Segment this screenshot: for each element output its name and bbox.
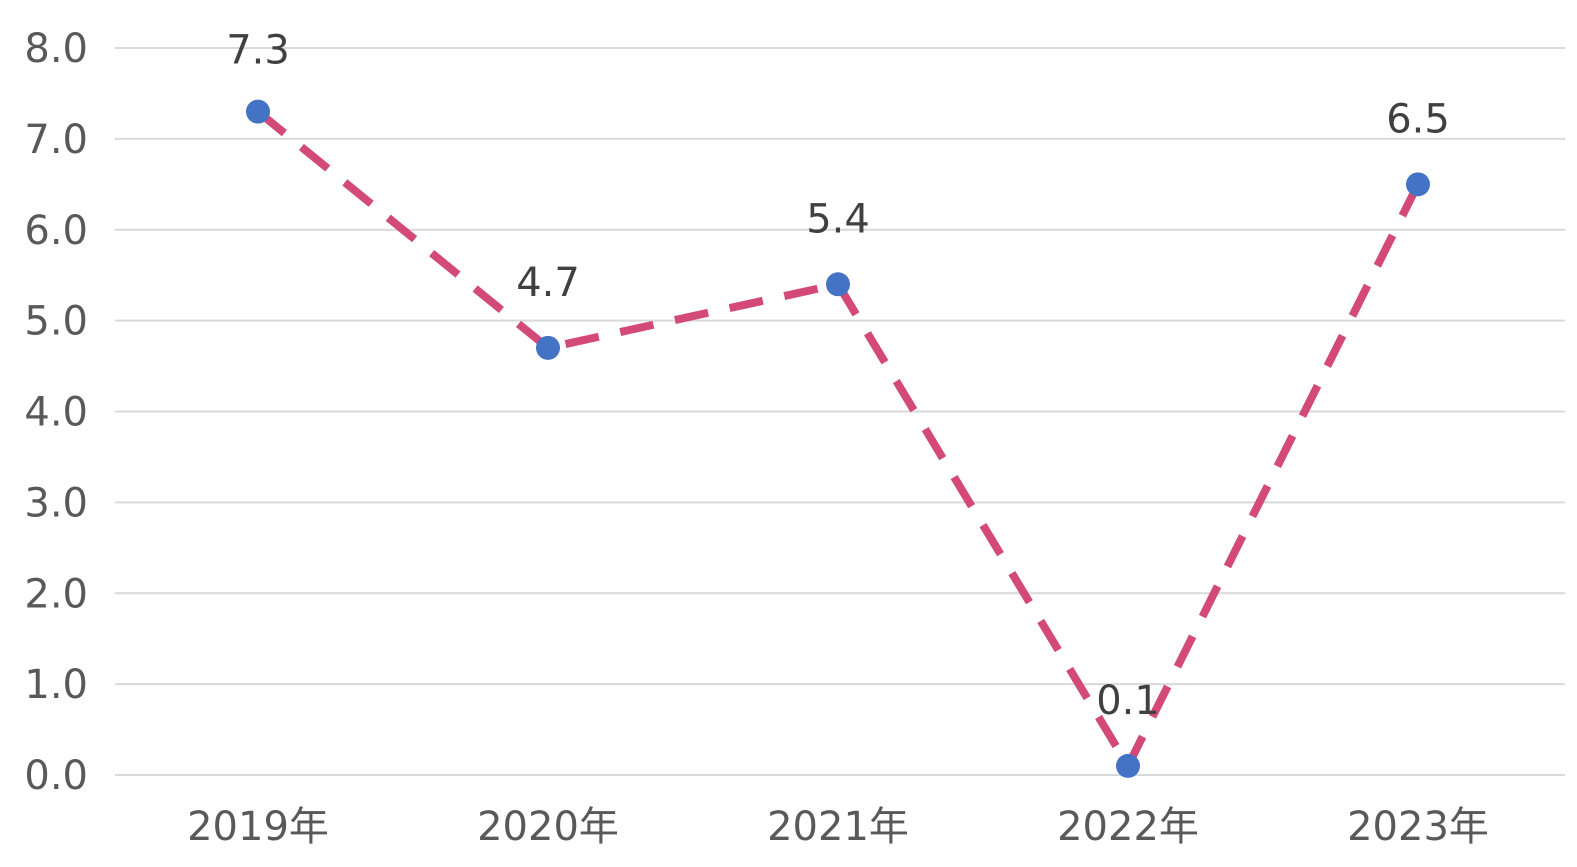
x-tick-label: 2021年 bbox=[767, 804, 909, 850]
y-axis: 0.0 1.0 2.0 3.0 4.0 5.0 6.0 7.0 8.0 bbox=[24, 26, 88, 799]
y-tick-label: 5.0 bbox=[24, 299, 88, 345]
series-line bbox=[255, 108, 1422, 770]
y-tick-label: 1.0 bbox=[24, 662, 88, 708]
data-point bbox=[246, 99, 270, 124]
data-label: 0.1 bbox=[1096, 678, 1160, 724]
gridlines bbox=[115, 47, 1565, 776]
y-tick-label: 0.0 bbox=[24, 753, 88, 799]
data-point bbox=[826, 272, 850, 297]
data-label: 4.7 bbox=[516, 260, 580, 306]
x-tick-label: 2023年 bbox=[1347, 804, 1489, 850]
data-point bbox=[1116, 753, 1140, 778]
data-point bbox=[1406, 172, 1430, 197]
x-axis: 2019年 2020年 2021年 2022年 2023年 bbox=[187, 804, 1489, 850]
y-tick-label: 2.0 bbox=[24, 571, 88, 617]
x-tick-label: 2020年 bbox=[477, 804, 619, 850]
data-label: 7.3 bbox=[226, 28, 290, 74]
y-tick-label: 8.0 bbox=[24, 26, 88, 72]
data-label: 6.5 bbox=[1386, 96, 1450, 142]
data-point bbox=[536, 335, 560, 360]
y-tick-label: 6.0 bbox=[24, 208, 88, 254]
y-tick-label: 3.0 bbox=[24, 480, 88, 526]
data-points bbox=[246, 99, 1430, 778]
data-label: 5.4 bbox=[806, 196, 870, 242]
y-tick-label: 7.0 bbox=[24, 117, 88, 163]
y-tick-label: 4.0 bbox=[24, 390, 88, 436]
data-labels: 7.3 4.7 5.4 0.1 6.5 bbox=[226, 28, 1450, 724]
x-tick-label: 2022年 bbox=[1057, 804, 1199, 850]
x-tick-label: 2019年 bbox=[187, 804, 329, 850]
series-line-path bbox=[255, 108, 1422, 770]
